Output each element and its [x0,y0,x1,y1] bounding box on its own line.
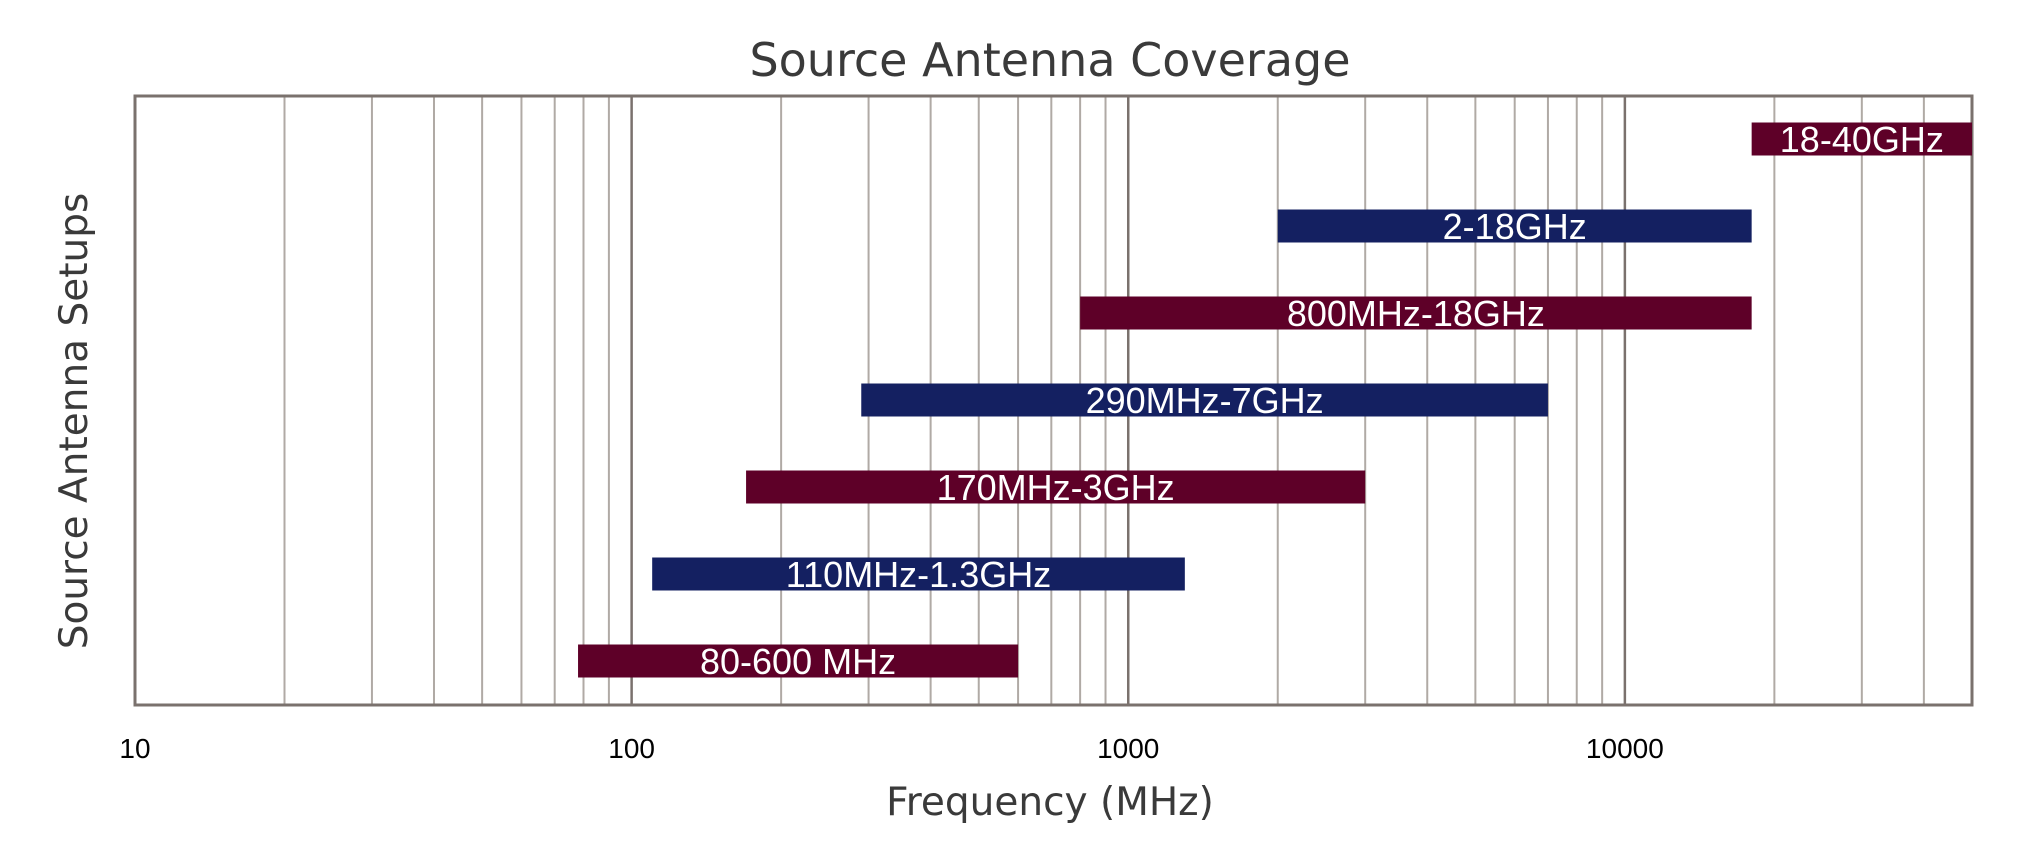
bar-rect [652,557,1185,591]
x-tick-labels: 10 100 1000 10000 [119,733,1663,764]
bar-label: 170MHz-3GHz [937,467,1175,508]
coverage-bar: 290MHz-7GHz [861,380,1548,421]
coverage-bar: 18-40GHz [1751,119,1972,160]
bar-label: 2-18GHz [1443,206,1587,247]
bar-label: 800MHz-18GHz [1287,293,1545,334]
x-axis-label: Frequency (MHz) [886,780,1214,825]
bar-rect [1751,122,1972,156]
bar-label: 18-40GHz [1780,119,1944,160]
bar-label: 80-600 MHz [700,641,896,682]
bar-rect [578,644,1019,678]
bars: 80-600 MHz 110MHz-1.3GHz 170MHz-3GHz 290MHz… [578,119,1972,682]
coverage-bar: 2-18GHz [1277,206,1752,247]
bar-label: 110MHz-1.3GHz [786,554,1051,595]
bar-label: 290MHz-7GHz [1086,380,1324,421]
x-tick-label: 10 [119,733,150,764]
bar-rect [1080,296,1752,330]
x-tick-label: 100 [608,733,655,764]
bar-rect [1277,209,1752,243]
x-tick-label: 1000 [1097,733,1159,764]
plot-frame [133,94,1974,707]
coverage-bar: 800MHz-18GHz [1080,293,1752,334]
bar-rect [746,470,1366,504]
bar-rect [861,383,1548,417]
y-axis-label: Source Antenna Setups [52,193,97,650]
chart-title: Source Antenna Coverage [749,33,1350,87]
x-tick-label: 10000 [1586,733,1664,764]
coverage-bar: 110MHz-1.3GHz [652,554,1185,595]
coverage-bar: 170MHz-3GHz [746,467,1366,508]
coverage-bar: 80-600 MHz [578,641,1019,682]
